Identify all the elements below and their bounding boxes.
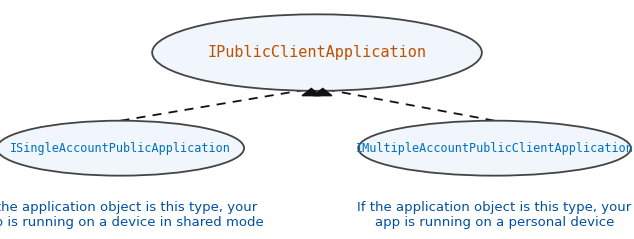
Text: If the application object is this type, your
app is running on a device in share: If the application object is this type, …	[0, 201, 263, 229]
Ellipse shape	[358, 121, 631, 176]
Polygon shape	[313, 88, 332, 96]
Text: IPublicClientApplication: IPublicClientApplication	[207, 45, 427, 60]
Ellipse shape	[0, 121, 244, 176]
Text: If the application object is this type, your
app is running on a personal device: If the application object is this type, …	[358, 201, 631, 229]
Text: ISingleAccountPublicApplication: ISingleAccountPublicApplication	[10, 142, 231, 155]
Text: IMultipleAccountPublicClientApplication: IMultipleAccountPublicClientApplication	[356, 142, 633, 155]
Polygon shape	[302, 88, 321, 96]
Ellipse shape	[152, 14, 482, 91]
